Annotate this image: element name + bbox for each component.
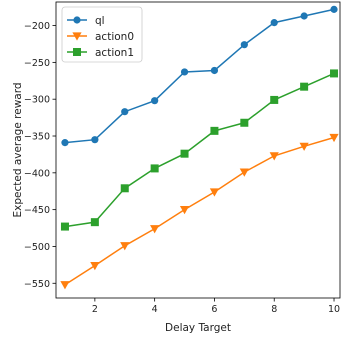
legend-marker-ql	[73, 16, 81, 24]
y-tick-label: −300	[24, 95, 50, 106]
data-point-action1	[210, 126, 219, 135]
y-axis-label: Expected average reward	[12, 82, 24, 217]
data-point-action1	[240, 118, 249, 127]
axis-ticks: 2 4 6 8 10 −550 −500 −450 −400 −350 −300 −250 −200	[24, 21, 340, 315]
legend-label-ql: ql	[95, 15, 105, 27]
x-tick-label: 6	[211, 304, 217, 315]
data-point-ql	[151, 97, 159, 105]
data-point-ql	[61, 139, 69, 147]
data-point-action1	[120, 184, 129, 193]
y-tick-label: −550	[24, 279, 50, 290]
data-point-ql	[210, 66, 219, 75]
data-point-ql	[121, 108, 129, 116]
data-point-ql	[300, 12, 308, 20]
data-point-action0	[120, 242, 130, 251]
y-tick-label: −250	[24, 58, 50, 69]
data-point-ql	[91, 136, 99, 144]
y-tick-label: −450	[24, 205, 50, 216]
data-point-action0	[269, 152, 279, 161]
data-point-ql	[240, 41, 248, 49]
series-line-action0	[64, 136, 335, 286]
data-point-ql	[270, 19, 278, 27]
data-point-action1	[90, 218, 99, 227]
y-tick-label: −500	[24, 242, 50, 253]
data-point-action1	[270, 95, 279, 104]
legend: ql action0 action1	[61, 6, 143, 63]
data-point-action1	[300, 82, 309, 91]
x-axis-label: Delay Target	[165, 322, 231, 334]
data-point-action0	[299, 142, 309, 151]
data-point-action0	[179, 206, 190, 215]
data-point-action0	[329, 133, 339, 143]
series-ql	[61, 5, 338, 147]
series-action1	[60, 69, 339, 231]
x-tick-label: 8	[271, 304, 277, 315]
data-point-action1	[60, 222, 69, 231]
data-point-action0	[209, 188, 220, 197]
data-point-ql	[180, 68, 189, 76]
series-line-action1	[64, 72, 335, 228]
series-line-ql	[64, 8, 335, 144]
data-point-ql	[330, 5, 338, 13]
data-point-action1	[150, 164, 159, 173]
data-point-action0	[150, 225, 160, 234]
x-tick-label: 4	[152, 304, 158, 315]
legend-label-action1: action1	[95, 47, 134, 59]
y-tick-label: −400	[24, 168, 50, 179]
y-tick-label: −350	[24, 132, 50, 143]
data-point-action0	[60, 281, 70, 290]
legend-label-action0: action0	[95, 31, 134, 43]
data-point-action1	[330, 69, 339, 78]
legend-marker-action1	[73, 48, 81, 56]
series-action0	[60, 133, 339, 290]
y-tick-label: −200	[24, 21, 50, 32]
data-point-action1	[180, 149, 189, 158]
legend-marker-action0	[72, 32, 82, 41]
x-tick-label: 10	[328, 304, 340, 315]
data-point-action0	[90, 262, 100, 271]
x-tick-label: 2	[92, 304, 98, 315]
data-point-action0	[239, 168, 249, 177]
series-layer	[60, 5, 339, 290]
